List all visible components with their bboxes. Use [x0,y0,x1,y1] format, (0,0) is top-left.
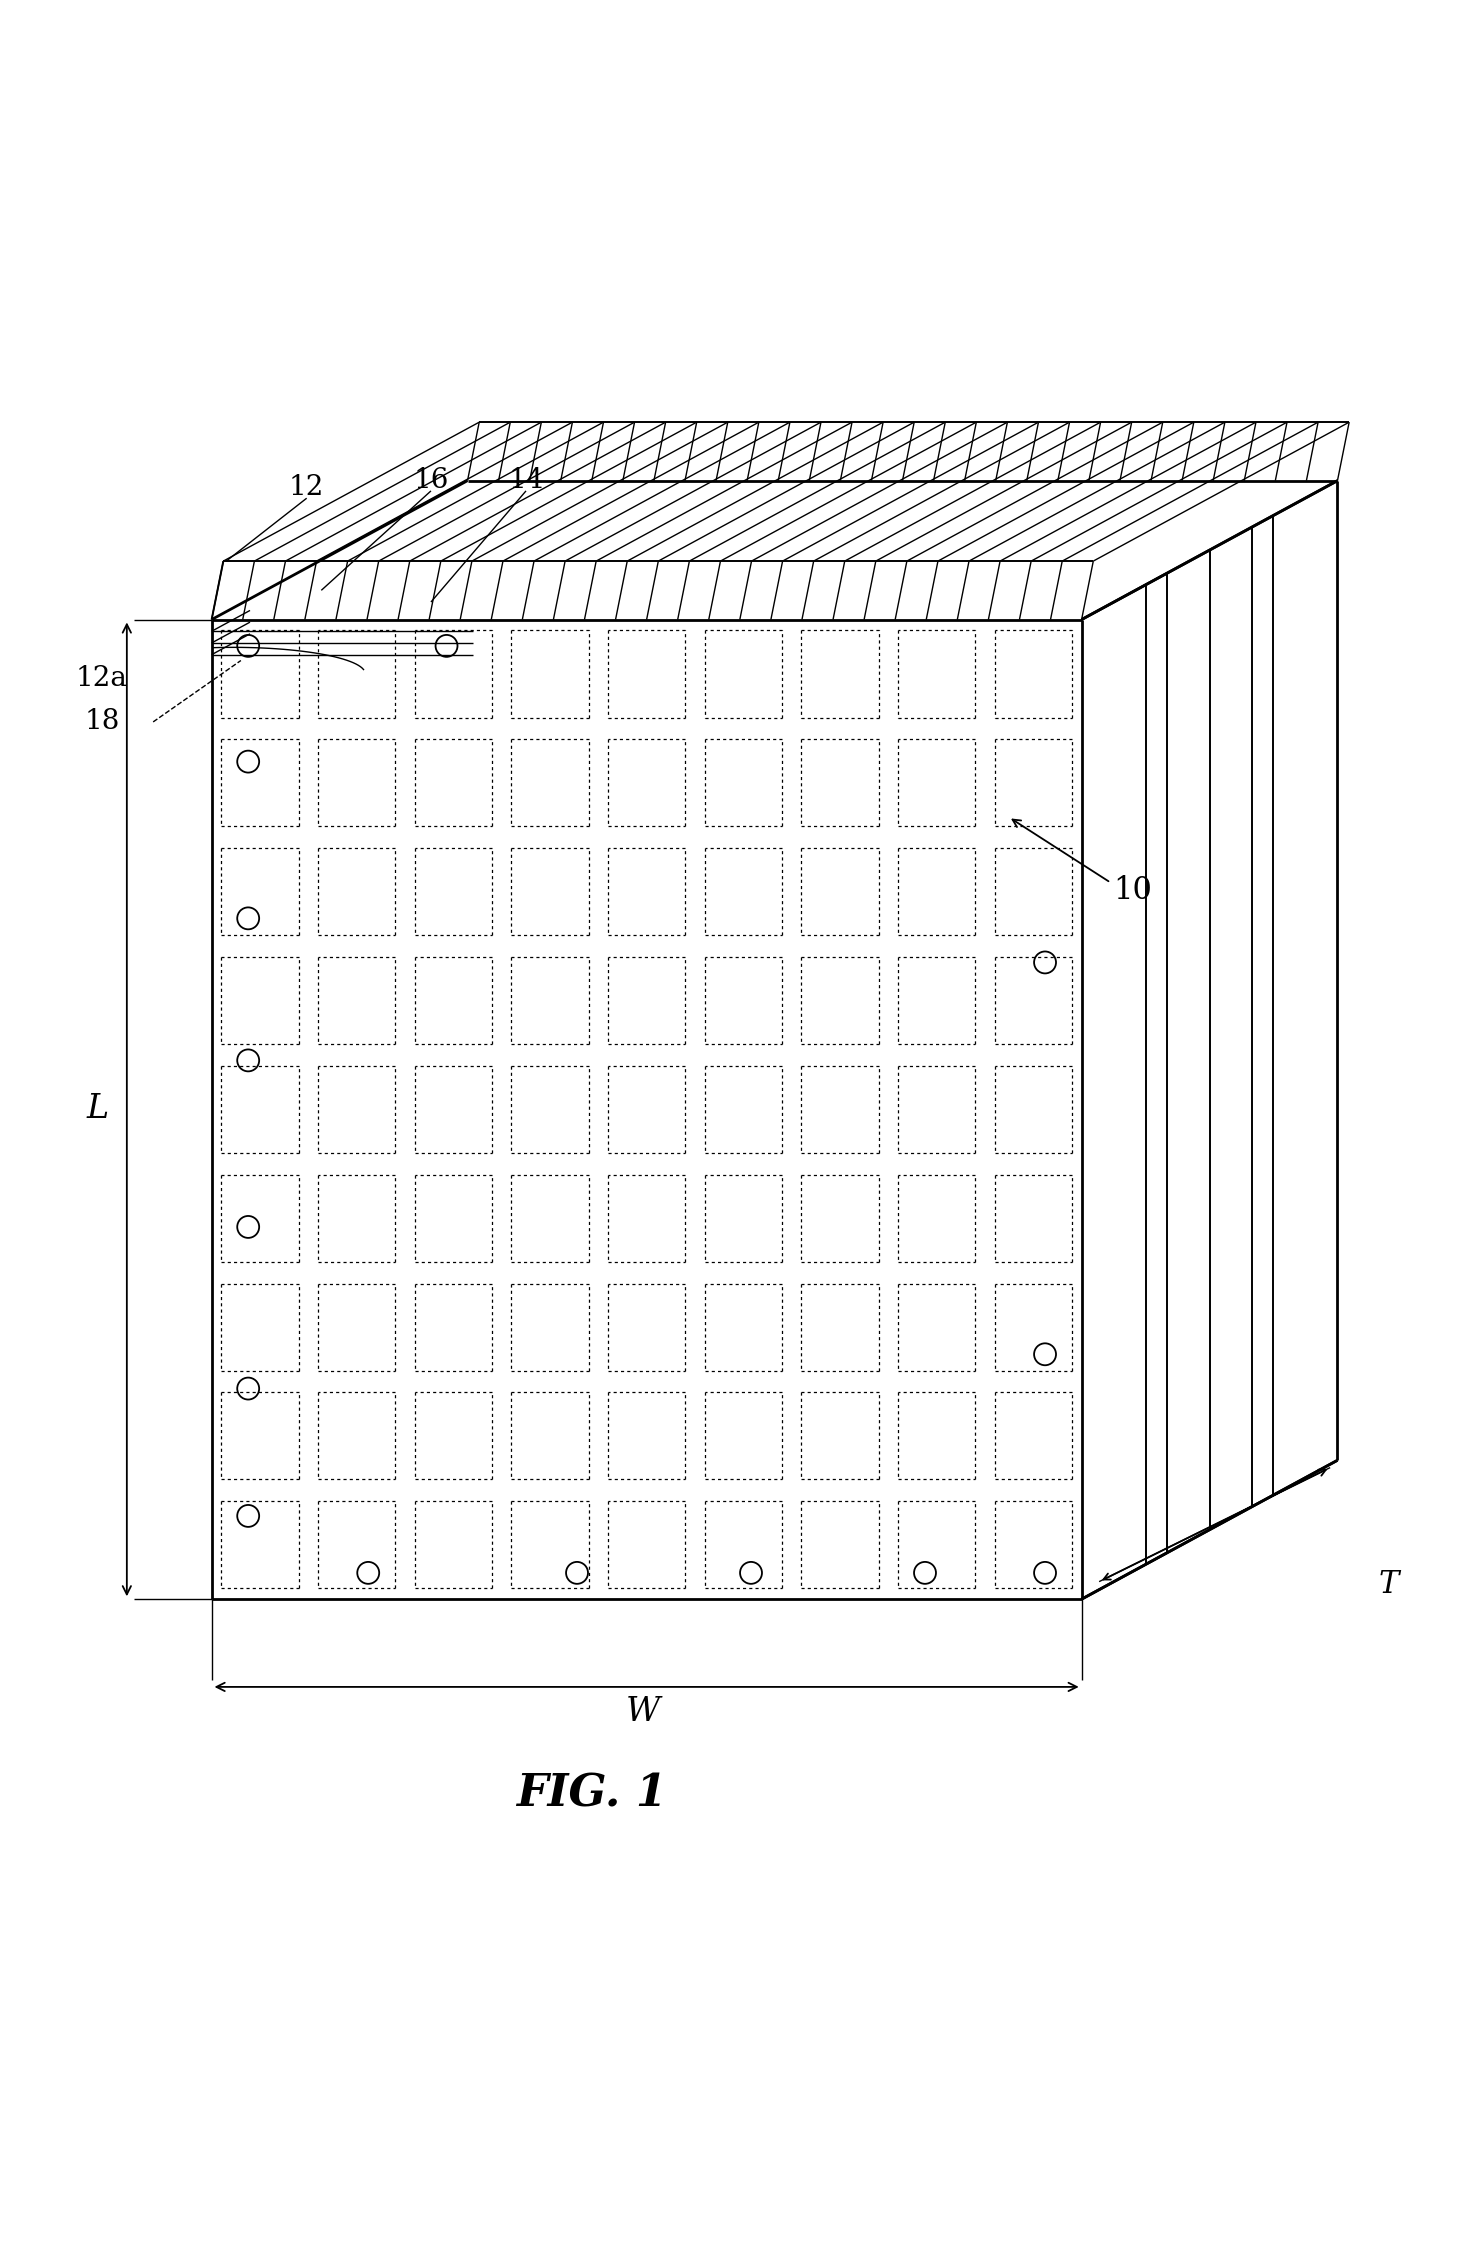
Text: 10: 10 [1113,874,1153,906]
Text: 18: 18 [84,708,120,735]
Text: 12a: 12a [77,665,128,692]
Text: W: W [626,1695,660,1729]
Text: 16: 16 [413,468,449,495]
Text: FIG. 1: FIG. 1 [517,1771,667,1814]
Text: 12: 12 [289,474,325,501]
Text: T: T [1379,1569,1399,1601]
Text: 14: 14 [508,468,543,495]
Text: L: L [87,1093,109,1126]
